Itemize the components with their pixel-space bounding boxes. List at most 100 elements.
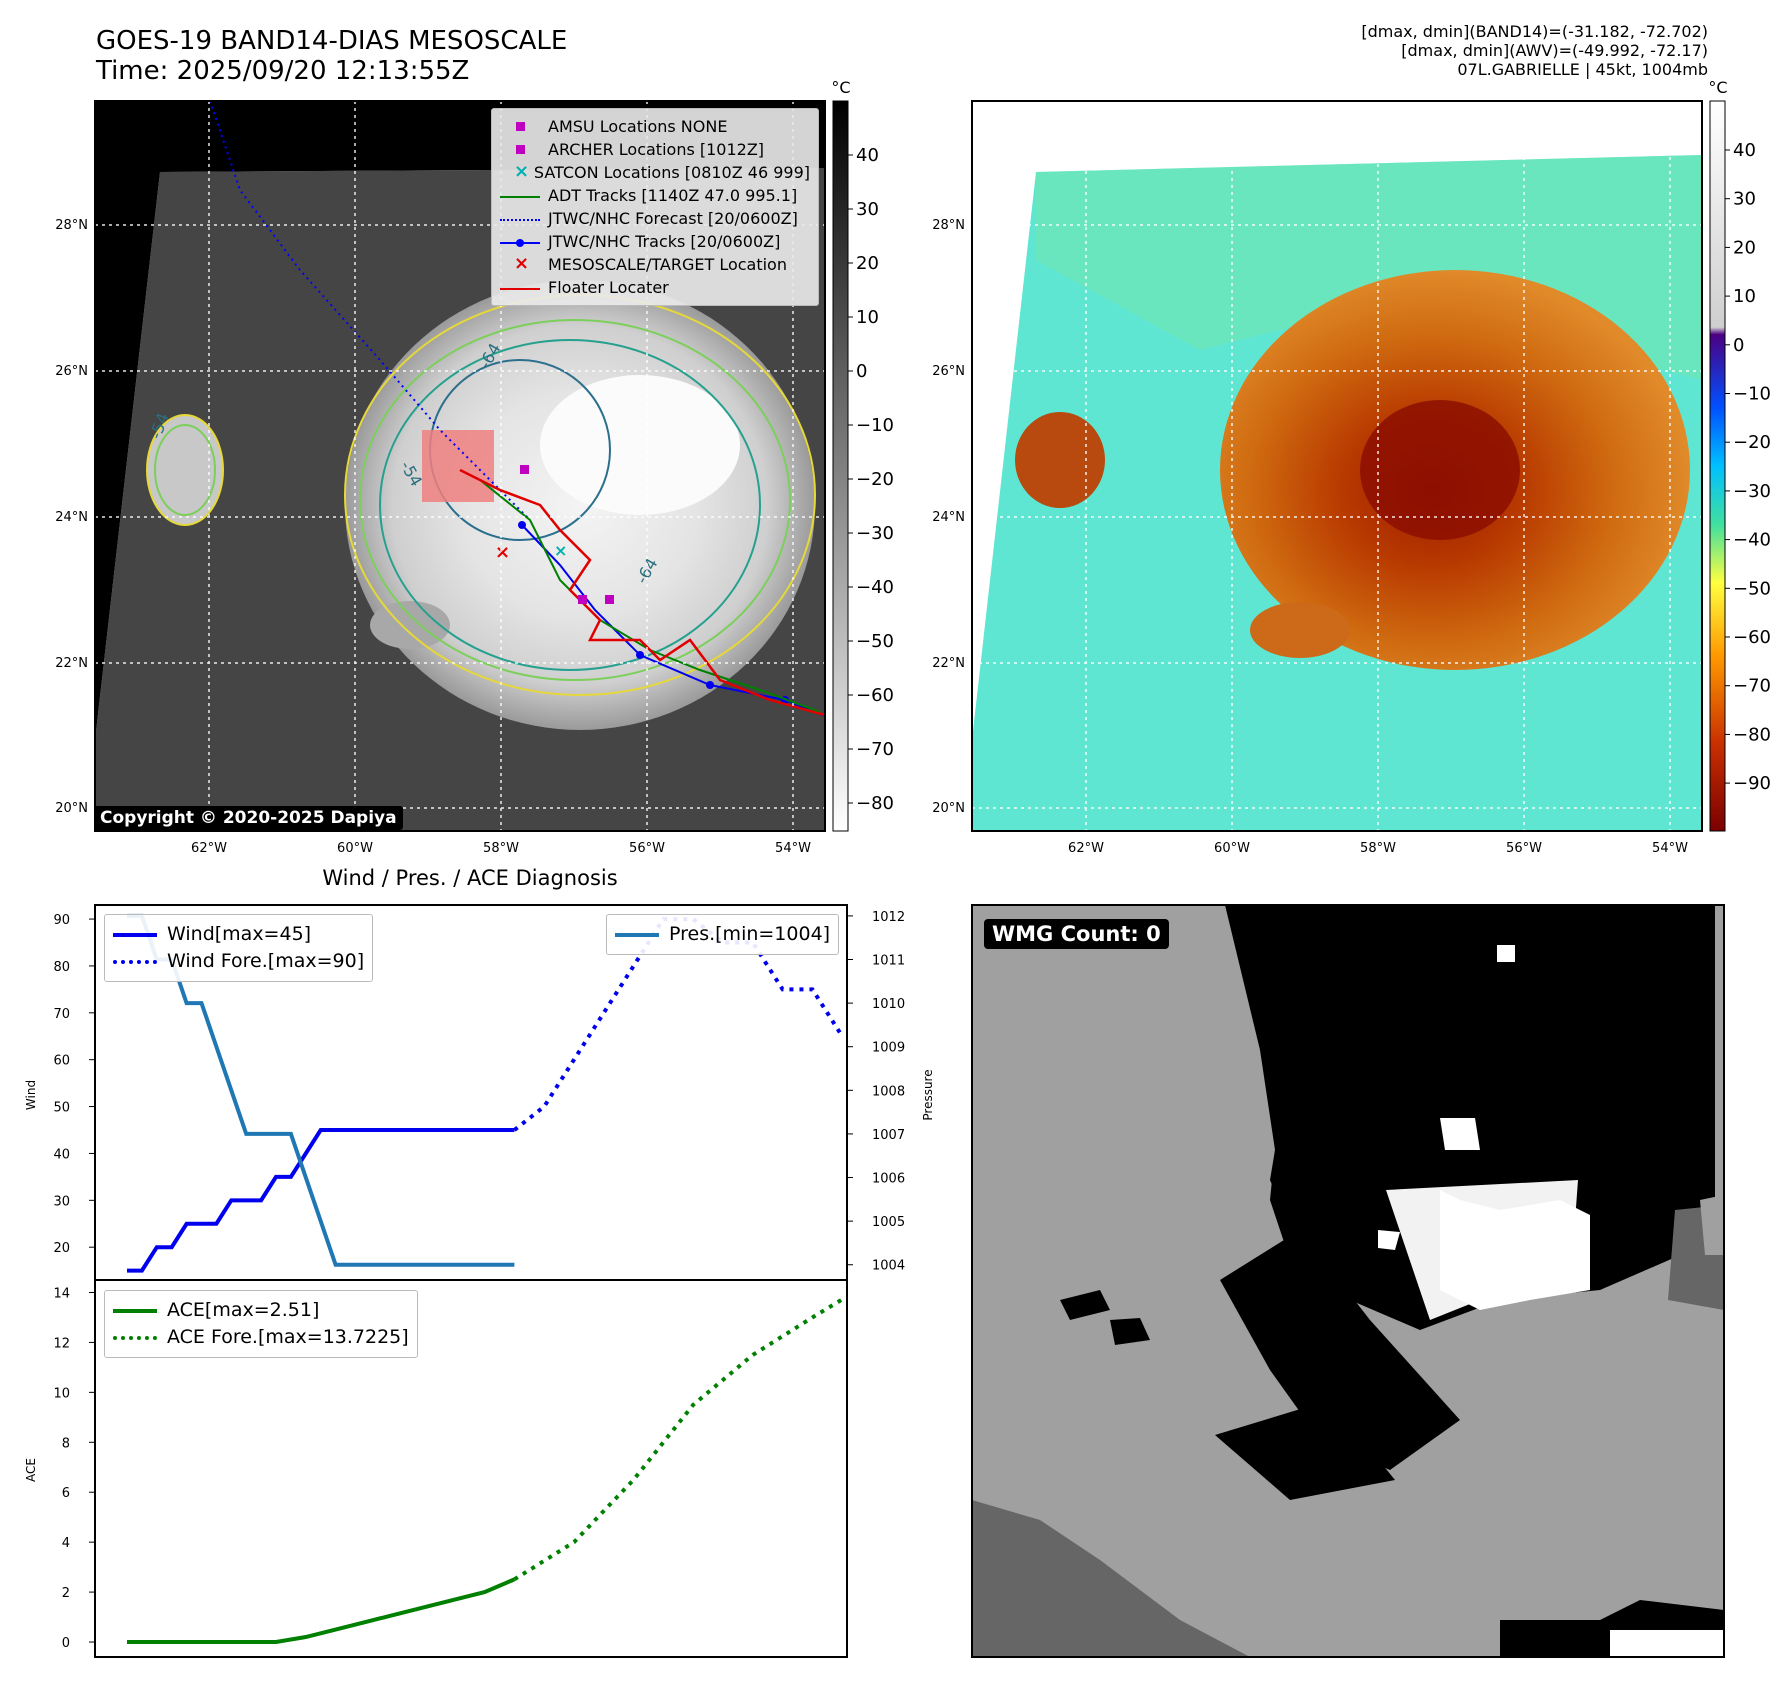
floater-track (459, 468, 825, 717)
ir-colorbar-tick: 40 (856, 145, 879, 166)
pressure-legend: Pres.[min=1004] (606, 914, 840, 955)
ir-colorbar-tick: −10 (856, 415, 894, 436)
color-lat-label: 28°N (932, 218, 965, 233)
ir-lat-label: 26°N (55, 364, 88, 379)
ir-colorbar-tick: 20 (856, 253, 879, 274)
ace-ytick: 10 (53, 1386, 70, 1401)
color-lon-label: 58°W (1360, 841, 1396, 856)
pressure-ytick: 1008 (872, 1084, 905, 1099)
wind-ytick: 60 (53, 1054, 70, 1069)
legend-label: JTWC/NHC Forecast [20/0600Z] (548, 209, 798, 228)
ace-ytick: 6 (62, 1486, 70, 1501)
ir-lat-label: 20°N (55, 801, 88, 816)
color-colorbar-tick: −90 (1733, 773, 1771, 794)
legend-marker-icon (500, 188, 540, 204)
ir-colorbar-tick: 10 (856, 307, 879, 328)
color-lat-label: 26°N (932, 364, 965, 379)
legend-marker-icon (500, 234, 540, 250)
pressure-ylabel: Pressure (921, 1069, 935, 1120)
ir-colorbar-tick: 30 (856, 199, 879, 220)
legend-item: × MESOSCALE/TARGET Location (500, 253, 810, 276)
ace-ytick: 0 (62, 1636, 70, 1651)
header-right-line1: [dmax, dmin](BAND14)=(-31.182, -72.702) (1361, 22, 1708, 41)
color-colorbar-tick: −80 (1733, 724, 1771, 745)
title-line2: Time: 2025/09/20 12:13:55Z (96, 56, 470, 86)
contour-teal (379, 339, 761, 671)
legend-marker-icon: × (514, 160, 530, 182)
color-lat-label: 20°N (932, 801, 965, 816)
diagnosis-title: Wind / Pres. / ACE Diagnosis (322, 866, 617, 890)
legend-ace-forecast: ACE Fore.[max=13.7225] (113, 1324, 409, 1351)
legend-pressure: Pres.[min=1004] (615, 921, 830, 948)
title-line1: GOES-19 BAND14-DIAS MESOSCALE (96, 26, 568, 56)
ir-colorbar-unit: °C (831, 78, 850, 97)
ir-lon-label: 54°W (775, 841, 811, 856)
legend-marker-icon (500, 211, 540, 227)
header-right-line3: 07L.GABRIELLE | 45kt, 1004mb (1457, 60, 1708, 79)
legend-marker-icon: × (514, 252, 530, 274)
wind-ytick: 20 (53, 1241, 70, 1256)
legend-label: ADT Tracks [1140Z 47.0 995.1] (548, 186, 798, 205)
map-legend: AMSU Locations NONE ARCHER Locations [101… (491, 108, 819, 306)
ace-ytick: 4 (62, 1536, 70, 1551)
svg-text:×: × (554, 541, 567, 560)
color-colorbar-tick: −70 (1733, 676, 1771, 697)
wind-ytick: 70 (53, 1007, 70, 1022)
ir-lon-label: 58°W (483, 841, 519, 856)
pressure-ytick: 1005 (872, 1215, 905, 1230)
cloud-cluster-west (147, 415, 223, 525)
color-colorbar-tick: −10 (1733, 384, 1771, 405)
legend-label: SATCON Locations [0810Z 46 999] (533, 163, 810, 182)
color-colorbar-tick: −20 (1733, 432, 1771, 453)
pressure-ytick: 1010 (872, 997, 905, 1012)
ir-colorbar-tick: −30 (856, 523, 894, 544)
legend-item: JTWC/NHC Tracks [20/0600Z] (500, 230, 810, 253)
ace-ytick: 8 (62, 1436, 70, 1451)
series-line-0 (127, 1128, 515, 1273)
ir-colorbar-tick: −40 (856, 577, 894, 598)
legend-marker-icon (500, 142, 540, 158)
ace-legend: ACE[max=2.51] ACE Fore.[max=13.7225] (104, 1290, 418, 1358)
color-map (972, 101, 1702, 831)
color-colorbar-tick: 30 (1733, 189, 1756, 210)
color-colorbar-tick: −30 (1733, 481, 1771, 502)
ir-lat-label: 28°N (55, 218, 88, 233)
pressure-ytick: 1007 (872, 1128, 905, 1143)
wmg-panel (972, 905, 1724, 1657)
legend-label: ARCHER Locations [1012Z] (548, 140, 765, 159)
copyright-label: Copyright © 2020-2025 Dapiya (94, 806, 403, 830)
wind-legend: Wind[max=45] Wind Fore.[max=90] (104, 914, 374, 982)
header-right: [dmax, dmin](BAND14)=(-31.182, -72.702) … (1108, 22, 1708, 79)
mesoscale-target-marker: × (495, 542, 510, 563)
color-colorbar-tick: 40 (1733, 140, 1756, 161)
color-lon-label: 54°W (1652, 841, 1688, 856)
color-cluster-west (1015, 412, 1105, 508)
ace-ytick: 14 (53, 1286, 70, 1301)
ir-lat-label: 22°N (55, 656, 88, 671)
color-colorbar-tick: 20 (1733, 237, 1756, 258)
color-colorbar-tick: −40 (1733, 530, 1771, 551)
ir-colorbar-tick: −80 (856, 793, 894, 814)
ace-ytick: 12 (53, 1336, 70, 1351)
color-lon-label: 60°W (1214, 841, 1250, 856)
legend-item: × SATCON Locations [0810Z 46 999] (500, 161, 810, 184)
color-colorbar (1709, 100, 1726, 832)
ir-lon-label: 56°W (629, 841, 665, 856)
ir-colorbar-tick: −70 (856, 739, 894, 760)
floater-box (422, 430, 494, 502)
color-colorbar-unit: °C (1708, 78, 1727, 97)
color-colorbar-tick: 0 (1733, 335, 1744, 356)
legend-label: AMSU Locations NONE (548, 117, 728, 136)
wmg-dark-gray-region (972, 1500, 1250, 1657)
pressure-ytick: 1006 (872, 1172, 905, 1187)
wind-ytick: 30 (53, 1194, 70, 1209)
legend-item: Floater Locater (500, 276, 810, 299)
legend-marker-icon (500, 119, 540, 135)
legend-label: JTWC/NHC Tracks [20/0600Z] (548, 232, 781, 251)
color-colorbar-tick: 10 (1733, 286, 1756, 307)
legend-item: AMSU Locations NONE (500, 115, 810, 138)
wind-ytick: 80 (53, 960, 70, 975)
color-colorbar-tick: −50 (1733, 578, 1771, 599)
wind-ytick: 40 (53, 1147, 70, 1162)
